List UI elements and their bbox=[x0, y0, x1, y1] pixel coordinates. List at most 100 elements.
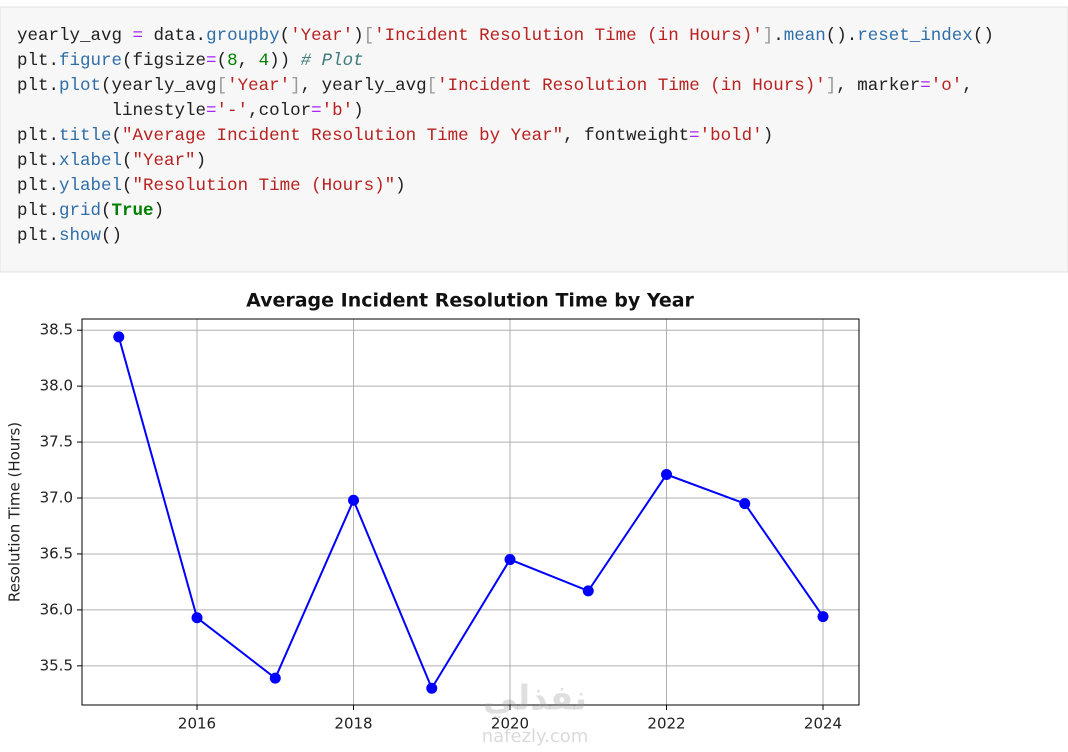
data-line bbox=[117, 336, 824, 691]
x-tick-label: 2016 bbox=[178, 715, 216, 733]
code-token: (yearly_avg bbox=[101, 76, 217, 96]
code-token: 'o' bbox=[931, 76, 963, 96]
y-tick-label: 37.5 bbox=[40, 433, 73, 451]
code-token: , fontweight bbox=[563, 126, 689, 146]
code-token: = bbox=[689, 126, 700, 146]
x-tick-label: 2018 bbox=[334, 715, 372, 733]
code-token: True bbox=[112, 201, 154, 221]
code-token: ( bbox=[122, 151, 133, 171]
code-token: ) bbox=[196, 151, 207, 171]
code-token: "Resolution Time (Hours)" bbox=[133, 176, 396, 196]
y-tick-label: 38.5 bbox=[40, 321, 73, 339]
code-block: yearly_avg = data.groupby('Year')['Incid… bbox=[17, 26, 994, 246]
code-token: plt. bbox=[17, 226, 59, 246]
code-token: () bbox=[101, 226, 122, 246]
code-token: 'Incident Resolution Time (in Hours)' bbox=[374, 26, 763, 46]
code-line: plt.xlabel("Year") bbox=[17, 151, 206, 171]
code-token: plt. bbox=[17, 201, 59, 221]
code-token: plt. bbox=[17, 151, 59, 171]
code-token: "Average Incident Resolution Time by Yea… bbox=[122, 126, 563, 146]
code-token: linestyle bbox=[17, 101, 206, 121]
data-point bbox=[113, 331, 125, 343]
code-line: plt.figure(figsize=(8, 4)) # Plot bbox=[17, 51, 364, 71]
plot-frame bbox=[81, 318, 860, 706]
x-tick-label: 2020 bbox=[491, 715, 529, 733]
x-tick-label: 2022 bbox=[647, 715, 685, 733]
code-token: ,color bbox=[248, 101, 311, 121]
data-point bbox=[191, 612, 203, 624]
code-token: = bbox=[206, 101, 217, 121]
code-token: ( bbox=[280, 26, 291, 46]
code-token: plt. bbox=[17, 176, 59, 196]
code-line: plt.plot(yearly_avg['Year'], yearly_avg[… bbox=[17, 76, 973, 96]
code-token: 4 bbox=[259, 51, 270, 71]
code-token: 'Year' bbox=[227, 76, 290, 96]
watermark: nafezly.com bbox=[482, 726, 589, 747]
code-token: 8 bbox=[227, 51, 238, 71]
code-token: , bbox=[238, 51, 259, 71]
code-token: 'Incident Resolution Time (in Hours)' bbox=[437, 76, 826, 96]
data-point bbox=[739, 498, 751, 510]
code-token: ) bbox=[154, 201, 165, 221]
code-token: plt. bbox=[17, 76, 59, 96]
code-token: (). bbox=[826, 26, 858, 46]
code-token: , bbox=[962, 76, 973, 96]
code-token: ( bbox=[101, 201, 112, 221]
x-tick-label: 2024 bbox=[804, 715, 842, 733]
code-token: [ bbox=[364, 26, 375, 46]
chart-title: Average Incident Resolution Time by Year bbox=[246, 290, 694, 312]
data-point bbox=[426, 682, 438, 694]
code-token: ( bbox=[122, 176, 133, 196]
code-token: 'bold' bbox=[700, 126, 763, 146]
code-line: linestyle='-',color='b') bbox=[17, 101, 364, 121]
code-cell[interactable] bbox=[0, 6, 1068, 273]
data-point bbox=[269, 672, 281, 684]
code-token: yearly_avg bbox=[17, 26, 133, 46]
code-token: = bbox=[920, 76, 931, 96]
y-axis-label: Resolution Time (Hours) bbox=[6, 422, 24, 602]
code-token: ) bbox=[353, 101, 364, 121]
code-line: yearly_avg = data.groupby('Year')['Incid… bbox=[17, 26, 994, 46]
code-token: ylabel bbox=[59, 176, 122, 196]
code-token: mean bbox=[784, 26, 826, 46]
code-token: grid bbox=[59, 201, 101, 221]
code-token: = bbox=[133, 26, 144, 46]
code-token: ] bbox=[763, 26, 774, 46]
code-line: plt.show() bbox=[17, 226, 122, 246]
code-token: (figsize bbox=[122, 51, 206, 71]
code-token: ) bbox=[395, 176, 406, 196]
code-line: plt.ylabel("Resolution Time (Hours)") bbox=[17, 176, 406, 196]
data-point bbox=[504, 554, 516, 566]
code-token: title bbox=[59, 126, 112, 146]
code-token: "Year" bbox=[133, 151, 196, 171]
code-token: [ bbox=[217, 76, 228, 96]
code-token: # Plot bbox=[301, 51, 364, 71]
code-token: = bbox=[206, 51, 217, 71]
code-token: () bbox=[973, 26, 994, 46]
code-token: )) bbox=[269, 51, 301, 71]
code-token: figure bbox=[59, 51, 122, 71]
code-token: , marker bbox=[836, 76, 920, 96]
data-point bbox=[348, 494, 360, 506]
code-token: ( bbox=[112, 126, 123, 146]
code-token: ( bbox=[217, 51, 228, 71]
code-token: groupby bbox=[206, 26, 280, 46]
data-point bbox=[661, 469, 673, 481]
code-token: = bbox=[311, 101, 322, 121]
code-line: plt.grid(True) bbox=[17, 201, 164, 221]
code-token: '-' bbox=[217, 101, 249, 121]
code-token: ) bbox=[353, 26, 364, 46]
code-token: [ bbox=[427, 76, 438, 96]
data-point bbox=[582, 585, 594, 597]
code-token: , yearly_avg bbox=[301, 76, 427, 96]
watermark: نفذلي bbox=[483, 679, 587, 719]
code-token: plt. bbox=[17, 126, 59, 146]
code-token: xlabel bbox=[59, 151, 122, 171]
code-token: reset_index bbox=[857, 26, 973, 46]
code-token: data. bbox=[143, 26, 206, 46]
y-tick-label: 35.5 bbox=[40, 656, 73, 674]
code-token: 'Year' bbox=[290, 26, 353, 46]
data-point bbox=[817, 611, 829, 623]
y-tick-label: 36.0 bbox=[40, 600, 73, 618]
